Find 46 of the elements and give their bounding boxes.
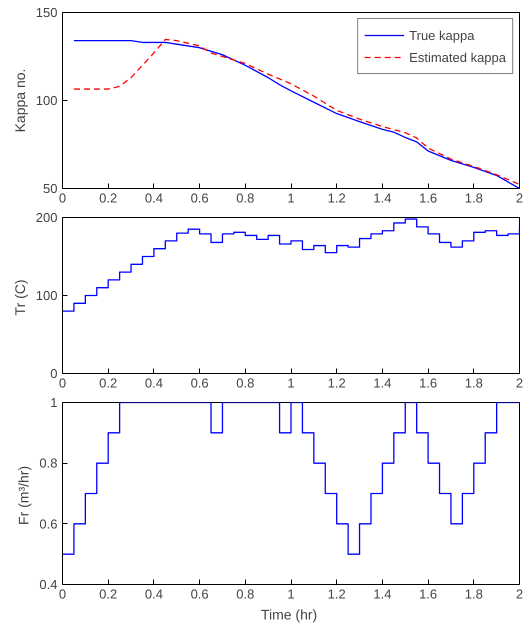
y-tick-label: 150 [36,5,58,20]
x-tick-label: 0.2 [99,586,118,602]
legend-label: Estimated kappa [409,50,506,64]
x-tick-label: 1.4 [373,586,392,602]
x-tick-label: 1 [287,376,295,390]
x-tick-label: 0.2 [99,376,118,390]
x-tick-label: 1.4 [373,190,392,206]
x-tick-label: 2 [516,376,524,390]
x-tick-label: 1.8 [464,190,483,206]
x-tick-label: 0.4 [144,190,163,206]
y-tick-label: 50 [43,181,58,196]
x-tick-label: 0.4 [144,586,163,602]
x-tick-label: 1.8 [464,586,483,602]
y-tick-label: 0.8 [39,456,58,471]
x-tick-label: 0.2 [99,190,118,206]
legend-label: True kappa [409,28,474,42]
y-axis-title: Fr (m³/hr) [15,466,32,525]
x-tick-label: 1.6 [419,190,438,206]
y-tick-label: 0.6 [39,516,58,532]
x-tick-label: 1.8 [464,376,483,390]
x-tick-label: 0.8 [236,190,254,206]
x-tick-label: 0.6 [190,376,209,390]
y-tick-label: 0.4 [39,577,58,592]
x-tick-label: 1.4 [373,376,392,390]
y-tick-label: 0 [50,366,58,381]
x-tick-label: 1 [287,190,295,206]
y-tick-label: 100 [36,93,58,108]
x-tick-label: 0.6 [190,190,209,206]
y-axis-title: Kappa no. [12,68,28,132]
x-tick-label: 0.8 [236,586,254,602]
y-axis-title: Tr (C) [12,279,28,316]
x-tick-label: 2 [516,190,524,206]
x-tick-label: 2 [516,586,524,602]
x-tick-label: 0.6 [190,586,209,602]
x-tick-label: 0.4 [144,376,163,390]
x-tick-label: 0.8 [236,376,254,390]
x-tick-label: 1.6 [419,586,438,602]
x-axis-title: Time (hr) [260,606,318,622]
x-tick-label: 1.2 [328,376,346,390]
x-tick-label: 1.6 [419,376,438,390]
x-tick-label: 1.2 [328,190,346,206]
y-tick-label: 100 [36,288,58,303]
x-tick-label: 1.2 [328,586,346,602]
y-tick-label: 200 [36,210,58,225]
x-tick-label: 1 [287,586,295,602]
y-tick-label: 1 [50,395,58,410]
